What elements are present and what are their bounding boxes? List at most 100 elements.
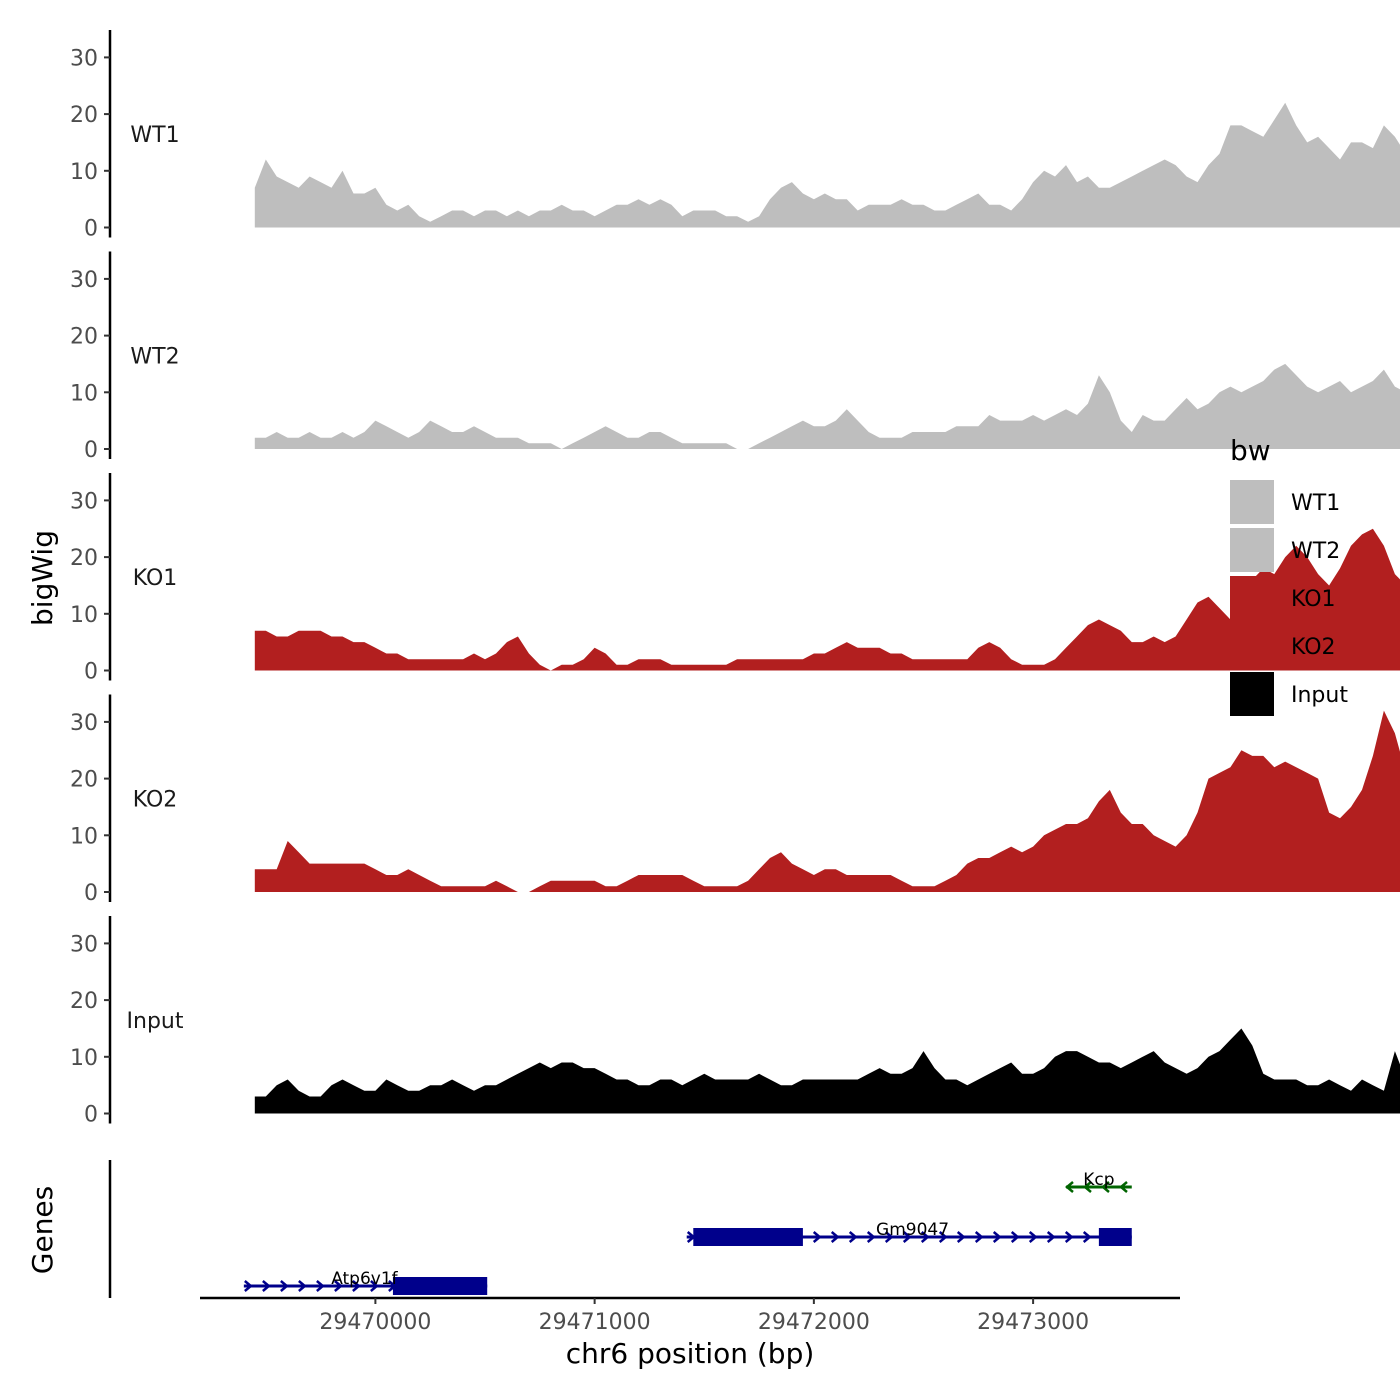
strand-arrow [812, 1231, 822, 1243]
x-axis: 29470000 29471000 29472000 29473000 [200, 1296, 1180, 1335]
area-ko1 [254, 528, 1400, 671]
track-label: WT1 [130, 123, 179, 148]
genes-axis-title: Genes [26, 1186, 59, 1274]
signal-tracks: 0 10 20 30 WT1 0 10 20 30 WT2 0 10 20 30 KO1 0 10 20 30 KO2… [70, 30, 1400, 1128]
y-tick-label: 10 [70, 160, 98, 185]
y-tick-label: 30 [70, 489, 98, 514]
legend-entry-input: Input [1230, 672, 1348, 716]
y-tick-label: 10 [70, 381, 98, 406]
y-tick-label: 30 [70, 932, 98, 957]
legend-swatch [1230, 672, 1274, 716]
legend-label: KO2 [1291, 635, 1336, 660]
exon [693, 1228, 803, 1246]
track-label: KO2 [133, 788, 178, 813]
y-tick-label: 20 [70, 989, 98, 1014]
strand-arrow [956, 1231, 966, 1243]
gene-gm9047: Gm9047 [686, 1220, 1132, 1246]
legend-label: WT2 [1291, 539, 1340, 564]
legend-entry-wt2: WT2 [1230, 528, 1340, 572]
x-tick-label: 29471000 [539, 1310, 651, 1335]
legend-label: WT1 [1291, 491, 1340, 516]
y-tick-label: 10 [70, 603, 98, 628]
strand-arrow [298, 1280, 307, 1292]
strand-arrow [830, 1231, 840, 1243]
y-tick-label: 20 [70, 546, 98, 571]
strand-arrow [974, 1231, 984, 1243]
y-tick-label: 0 [84, 217, 98, 242]
strand-arrow [334, 1280, 343, 1292]
strand-arrow [992, 1231, 1002, 1243]
exon [1098, 1228, 1132, 1246]
gene-kcp: Kcp [1065, 1170, 1132, 1193]
strand-arrow [1028, 1231, 1038, 1243]
legend-entry-ko1: KO1 [1230, 576, 1336, 620]
area-input [254, 1028, 1400, 1114]
legend-swatch [1230, 528, 1274, 572]
strand-arrow [262, 1280, 271, 1292]
x-axis-title: chr6 position (bp) [566, 1337, 815, 1370]
legend-title: bw [1230, 434, 1271, 467]
track-label: WT2 [130, 345, 179, 370]
y-tick-label: 10 [70, 824, 98, 849]
strand-arrow [370, 1280, 379, 1292]
strand-arrow [280, 1280, 289, 1292]
legend-entry-ko2: KO2 [1230, 624, 1336, 668]
y-tick-label: 0 [84, 881, 98, 906]
strand-arrow [1101, 1181, 1110, 1193]
y-tick-label: 0 [84, 1103, 98, 1128]
y-tick-label: 20 [70, 768, 98, 793]
track-ko1: 0 10 20 30 KO1 [70, 473, 1400, 685]
strand-arrow [902, 1231, 912, 1243]
gene-track: Kcp Gm9047 Atp6v1f [108, 1160, 1132, 1298]
y-tick-label: 30 [70, 268, 98, 293]
legend: bw WT1 WT2 KO1 KO2 Input [1230, 434, 1348, 716]
track-input: 0 10 20 30 Input [70, 916, 1400, 1128]
area-wt2 [254, 363, 1400, 449]
y-tick-label: 30 [70, 46, 98, 71]
area-wt1 [254, 102, 1400, 228]
x-tick-label: 29472000 [758, 1310, 870, 1335]
legend-swatch [1230, 576, 1274, 620]
strand-arrow [352, 1280, 361, 1292]
strand-arrow [848, 1231, 858, 1243]
legend-entry-wt1: WT1 [1230, 480, 1340, 524]
gene-label: Kcp [1083, 1170, 1114, 1190]
legend-label: KO1 [1291, 587, 1336, 612]
strand-arrow [884, 1231, 894, 1243]
strand-arrow [1065, 1181, 1074, 1193]
track-ko2: 0 10 20 30 KO2 [70, 694, 1400, 906]
legend-label: Input [1291, 683, 1348, 708]
strand-arrow [866, 1231, 876, 1243]
x-tick-label: 29473000 [977, 1310, 1089, 1335]
strand-arrow [1046, 1231, 1056, 1243]
y-tick-label: 10 [70, 1046, 98, 1071]
legend-swatch [1230, 480, 1274, 524]
strand-arrow [1064, 1231, 1074, 1243]
strand-arrow [1010, 1231, 1020, 1243]
strand-arrow [1083, 1181, 1092, 1193]
x-tick-label: 29470000 [319, 1310, 431, 1335]
strand-arrow [938, 1231, 948, 1243]
y-tick-label: 20 [70, 325, 98, 350]
strand-arrow [316, 1280, 325, 1292]
strand-arrow [1119, 1181, 1128, 1193]
y-tick-label: 30 [70, 711, 98, 736]
gene-label: Gm9047 [876, 1220, 949, 1240]
area-ko2 [254, 710, 1400, 892]
strand-arrow [244, 1280, 253, 1292]
legend-swatch [1230, 624, 1274, 668]
track-wt1: 0 10 20 30 WT1 [70, 30, 1400, 242]
y-axis-title: bigWig [26, 530, 59, 626]
gene-label: Atp6v1f [331, 1269, 398, 1289]
track-label: Input [127, 1009, 184, 1034]
y-tick-label: 20 [70, 103, 98, 128]
strand-arrow [1082, 1231, 1092, 1243]
gene-atp6v1f: Atp6v1f [243, 1269, 488, 1295]
y-tick-label: 0 [84, 660, 98, 685]
track-wt2: 0 10 20 30 WT2 [70, 251, 1400, 463]
strand-arrow [920, 1231, 930, 1243]
exon [392, 1277, 488, 1295]
track-label: KO1 [133, 566, 178, 591]
y-tick-label: 0 [84, 438, 98, 463]
